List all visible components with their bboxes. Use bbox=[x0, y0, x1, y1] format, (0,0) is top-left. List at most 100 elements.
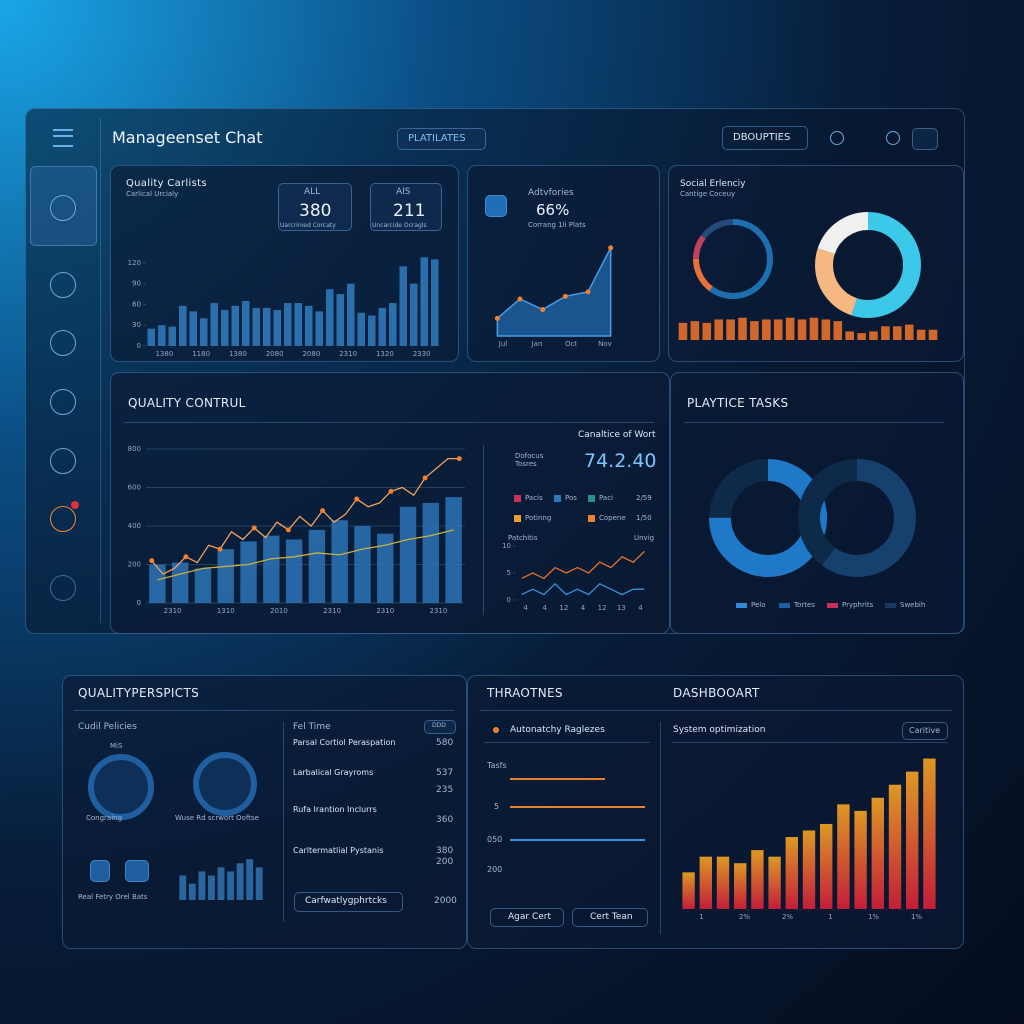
point bbox=[456, 456, 462, 462]
tab-label[interactable]: PLATILATES bbox=[408, 133, 466, 144]
sidebar-icon[interactable] bbox=[50, 330, 76, 356]
x-tick-label: Oct bbox=[565, 340, 577, 348]
list-item: Larbalical Grayroms bbox=[293, 768, 374, 777]
panel-subtitle: Cantige Coceuy bbox=[680, 190, 736, 198]
bar bbox=[785, 317, 795, 340]
bar bbox=[336, 294, 345, 346]
icon bbox=[90, 860, 110, 882]
list-badge bbox=[424, 720, 456, 734]
bar bbox=[308, 529, 326, 603]
button[interactable] bbox=[490, 908, 564, 927]
bar bbox=[734, 863, 747, 909]
bar bbox=[188, 883, 196, 900]
header-icon[interactable] bbox=[912, 128, 938, 150]
panel-title: Social Erlenciy bbox=[680, 179, 746, 189]
bar-chart: 1 2% 2% 1 1% 1% bbox=[682, 758, 936, 921]
sidebar-icon[interactable] bbox=[50, 575, 76, 601]
bar bbox=[262, 307, 271, 346]
x-tick-label: Nov bbox=[598, 340, 612, 348]
stat-label: AIS bbox=[396, 187, 411, 197]
list-item: Rufa Irantion Inclurrs bbox=[293, 805, 377, 814]
bar bbox=[189, 311, 198, 346]
header-button-label[interactable]: DBOUPTIES bbox=[733, 132, 791, 143]
sidebar-icon[interactable] bbox=[50, 389, 76, 415]
point bbox=[251, 525, 257, 531]
point bbox=[422, 475, 428, 481]
donut-segment bbox=[693, 219, 773, 299]
bar bbox=[821, 319, 831, 340]
point bbox=[585, 289, 591, 295]
sidebar-icon[interactable] bbox=[50, 448, 76, 474]
bar bbox=[263, 535, 280, 603]
bar bbox=[837, 804, 850, 909]
point bbox=[608, 245, 614, 251]
bar bbox=[331, 520, 348, 603]
x-tick-label: 1% bbox=[911, 913, 922, 921]
badge[interactable] bbox=[902, 722, 948, 740]
x-tick-label: 2010 bbox=[270, 607, 288, 615]
x-tick-label: 12 bbox=[598, 604, 607, 612]
sidebar-icon[interactable] bbox=[50, 195, 76, 221]
bar bbox=[367, 315, 376, 346]
bar bbox=[923, 758, 936, 909]
y-tick-label: 30 bbox=[132, 321, 141, 329]
kpi-value: 74.2.40 bbox=[584, 450, 657, 472]
legend-value: 1/50 bbox=[636, 514, 652, 522]
badge-label[interactable]: Caritive bbox=[909, 726, 941, 735]
stat-label: ALL bbox=[304, 187, 321, 197]
legend-item: Tortes bbox=[779, 601, 815, 609]
divider bbox=[283, 722, 284, 922]
button[interactable] bbox=[572, 908, 648, 927]
bar bbox=[869, 331, 878, 340]
app-title: Manageenset Chat bbox=[112, 128, 263, 147]
point bbox=[183, 554, 189, 560]
list-badge-label: DDD bbox=[432, 722, 446, 729]
axis-label: Tasfs bbox=[487, 761, 507, 770]
x-tick-label: 1180 bbox=[192, 350, 210, 358]
stat-note: Uncarcide Ocragls bbox=[372, 222, 427, 229]
button-label[interactable]: Carfwatlygphrtcks bbox=[305, 896, 387, 906]
header-icon[interactable] bbox=[830, 131, 844, 145]
axis-label: 200 bbox=[487, 865, 503, 874]
menu-icon[interactable] bbox=[53, 129, 73, 147]
y-tick-label: 120 bbox=[128, 259, 141, 267]
sidebar-icon[interactable] bbox=[50, 506, 76, 532]
x-tick-label: 2310 bbox=[339, 350, 357, 358]
point bbox=[354, 496, 360, 502]
x-tick-label: 2310 bbox=[164, 607, 182, 615]
x-tick-label: 1310 bbox=[217, 607, 235, 615]
bar bbox=[820, 823, 833, 909]
y-tick-label: 600 bbox=[128, 484, 141, 492]
bar bbox=[147, 328, 156, 346]
header-icon[interactable] bbox=[886, 131, 900, 145]
point bbox=[217, 546, 223, 552]
line bbox=[521, 582, 645, 596]
bullet bbox=[493, 727, 499, 733]
button[interactable] bbox=[294, 892, 403, 912]
y-tick-label: 400 bbox=[128, 522, 141, 530]
button-label[interactable]: Agar Cert bbox=[508, 912, 551, 922]
point bbox=[285, 527, 291, 533]
button-label[interactable]: Cert Tean bbox=[590, 912, 633, 922]
x-tick-label: 2310 bbox=[376, 607, 394, 615]
bar bbox=[682, 872, 695, 909]
list-value: 580 bbox=[436, 738, 454, 748]
stat-value: 211 bbox=[393, 201, 426, 221]
bar bbox=[802, 830, 816, 909]
bar bbox=[255, 867, 263, 900]
stat-note: Uarcrinied Corcaty bbox=[280, 222, 336, 229]
bar bbox=[285, 539, 303, 603]
header-button[interactable] bbox=[722, 126, 808, 150]
legend-item: Pos bbox=[554, 494, 577, 502]
x-tick-label: 2% bbox=[739, 913, 750, 921]
bar bbox=[420, 257, 429, 346]
bar bbox=[357, 312, 366, 346]
divider bbox=[74, 710, 454, 711]
tab[interactable] bbox=[397, 128, 486, 150]
sidebar-icon[interactable] bbox=[50, 272, 76, 298]
panel-title: Adtvfories bbox=[528, 188, 574, 198]
x-tick-label: 1 bbox=[699, 913, 703, 921]
bar bbox=[399, 506, 417, 603]
bar bbox=[220, 309, 229, 346]
